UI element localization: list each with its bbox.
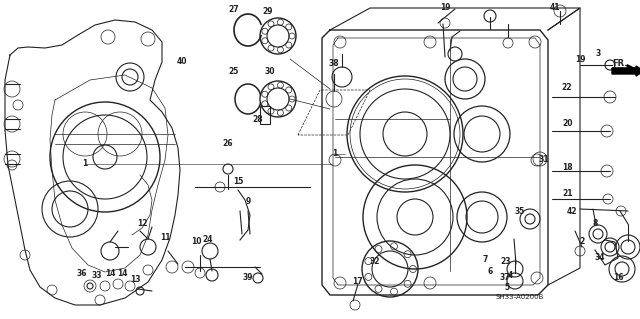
Text: 42: 42 xyxy=(567,206,577,216)
Text: 15: 15 xyxy=(233,176,243,186)
Text: 19: 19 xyxy=(575,55,585,63)
Text: SH33-A0200B: SH33-A0200B xyxy=(496,294,544,300)
Text: 35: 35 xyxy=(515,206,525,216)
Text: 41: 41 xyxy=(550,3,560,11)
Text: 27: 27 xyxy=(228,4,239,13)
Text: 13: 13 xyxy=(130,275,140,284)
Text: 32: 32 xyxy=(370,256,380,265)
Text: 25: 25 xyxy=(229,66,239,76)
Text: 1: 1 xyxy=(83,160,88,168)
Text: 40: 40 xyxy=(177,56,188,65)
Text: 33: 33 xyxy=(92,271,102,280)
Text: 20: 20 xyxy=(563,120,573,129)
Text: 5: 5 xyxy=(504,283,509,292)
Text: 38: 38 xyxy=(329,60,339,69)
Text: 1: 1 xyxy=(332,150,338,159)
Text: 34: 34 xyxy=(595,253,605,262)
Text: 12: 12 xyxy=(137,219,147,228)
Text: 3: 3 xyxy=(595,49,600,58)
Text: 23: 23 xyxy=(500,256,511,265)
Text: 21: 21 xyxy=(563,189,573,198)
Text: 22: 22 xyxy=(562,83,572,92)
Text: 9: 9 xyxy=(245,197,251,205)
Text: 4: 4 xyxy=(508,271,513,279)
Text: 19: 19 xyxy=(440,3,451,11)
Text: 16: 16 xyxy=(612,272,623,281)
Text: 30: 30 xyxy=(265,66,275,76)
Text: 8: 8 xyxy=(592,219,598,228)
Text: 24: 24 xyxy=(203,234,213,243)
Text: 7: 7 xyxy=(483,255,488,263)
Text: 36: 36 xyxy=(77,270,87,278)
Text: 18: 18 xyxy=(562,162,572,172)
Text: 10: 10 xyxy=(191,236,201,246)
Text: 39: 39 xyxy=(243,272,253,281)
Text: 14: 14 xyxy=(116,270,127,278)
Text: 6: 6 xyxy=(488,266,493,276)
Text: 28: 28 xyxy=(253,115,263,123)
Text: 17: 17 xyxy=(352,277,362,286)
FancyArrow shape xyxy=(612,66,640,76)
Text: 26: 26 xyxy=(223,139,233,149)
Bar xyxy=(260,106,270,124)
Text: 37: 37 xyxy=(500,272,510,281)
Text: 31: 31 xyxy=(539,154,549,164)
Text: 29: 29 xyxy=(263,6,273,16)
Text: 14: 14 xyxy=(105,270,115,278)
Text: 2: 2 xyxy=(579,236,584,246)
Text: 11: 11 xyxy=(160,233,170,241)
Text: FR.: FR. xyxy=(612,60,628,69)
